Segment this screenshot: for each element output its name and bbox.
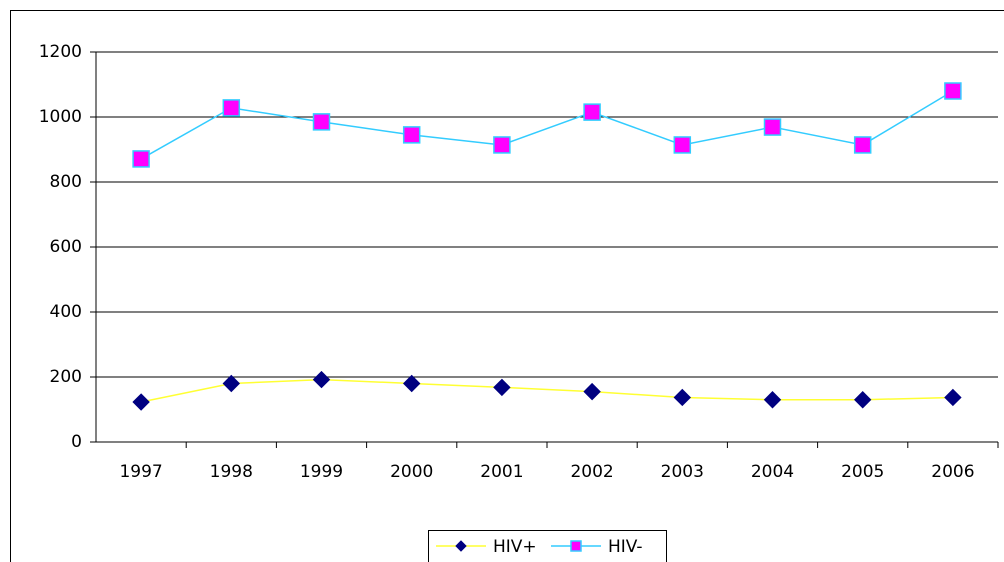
chart-frame: [10, 10, 1004, 562]
legend-marker: [455, 540, 467, 552]
x-tick-label: 2001: [480, 462, 523, 482]
y-tick-label: 800: [50, 172, 82, 192]
y-tick-label: 600: [50, 237, 82, 257]
data-point: [673, 136, 692, 154]
data-point: [944, 388, 962, 407]
data-point: [583, 382, 601, 401]
data-point: [763, 391, 782, 409]
y-tick-label: 200: [50, 367, 82, 387]
series-line: [140, 90, 954, 160]
x-tick-label: 2000: [390, 462, 433, 482]
data-point: [222, 99, 241, 117]
y-tick-label: 1200: [39, 42, 82, 62]
x-tick-label: 2003: [661, 462, 704, 482]
x-tick-label: 2005: [841, 462, 884, 482]
data-point: [853, 391, 872, 409]
data-point: [493, 136, 511, 154]
x-tick-label: 1999: [300, 462, 343, 482]
data-point: [402, 126, 421, 144]
y-tick-label: 1000: [39, 107, 82, 127]
data-point: [763, 118, 782, 136]
x-tick-label: 1997: [119, 462, 162, 482]
legend-marker: [570, 540, 582, 552]
x-tick-label: 2004: [751, 462, 794, 482]
data-point: [853, 136, 872, 154]
legend-label: HIV-: [608, 537, 643, 557]
data-point: [132, 393, 150, 411]
y-tick-label: 400: [50, 302, 82, 322]
x-tick-label: 2006: [931, 462, 974, 482]
data-point: [132, 150, 150, 168]
data-point: [312, 370, 331, 389]
data-point: [493, 378, 511, 397]
x-tick-label: 2002: [570, 462, 613, 482]
x-tick-label: 1998: [210, 462, 253, 482]
series-line: [140, 378, 953, 403]
data-point: [312, 113, 331, 131]
data-point: [402, 374, 421, 393]
data-point: [222, 374, 241, 393]
y-tick-label: 0: [71, 432, 82, 452]
data-point: [673, 388, 692, 407]
data-point: [944, 82, 962, 100]
legend-label: HIV+: [493, 537, 537, 557]
data-point: [583, 103, 601, 121]
